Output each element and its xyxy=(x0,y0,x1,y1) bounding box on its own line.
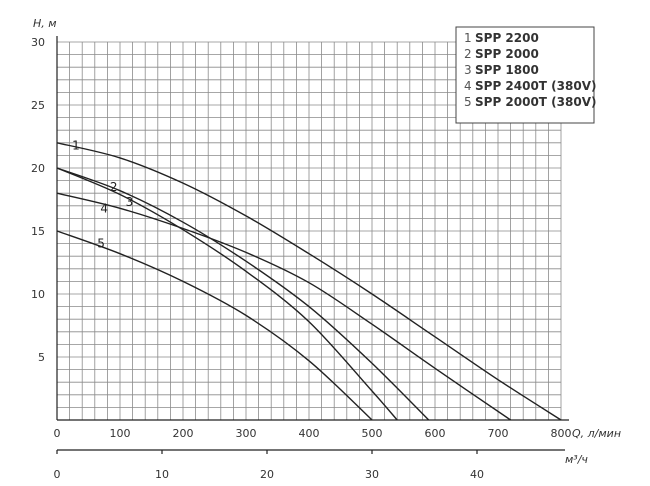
x-tick-label: 200 xyxy=(173,427,194,440)
legend-label-2: SPP 2000 xyxy=(475,47,539,61)
legend-num-4: 4 xyxy=(464,79,472,93)
x-tick-label: 0 xyxy=(54,427,61,440)
legend-num-2: 2 xyxy=(464,47,472,61)
x-tick-label: 300 xyxy=(236,427,257,440)
curve-5 xyxy=(56,230,373,421)
legend-num-3: 3 xyxy=(464,63,472,77)
curve-label-2: 2 xyxy=(110,180,118,194)
curve-4 xyxy=(56,192,511,421)
y-tick-label: 25 xyxy=(31,99,45,112)
x-tick-label: 600 xyxy=(425,427,446,440)
x-tick-label: 500 xyxy=(362,427,383,440)
x2-tick-label: 20 xyxy=(260,468,274,481)
x2-tick-label: 30 xyxy=(365,468,379,481)
legend-num-1: 1 xyxy=(464,31,472,45)
legend-label-3: SPP 1800 xyxy=(475,63,539,77)
x2-tick-label: 10 xyxy=(155,468,169,481)
curve-label-5: 5 xyxy=(97,237,105,251)
grid xyxy=(56,41,562,421)
y-tick-label: 30 xyxy=(31,36,45,49)
legend-label-5: SPP 2000T (380V) xyxy=(475,95,596,109)
y-tick-label: 10 xyxy=(31,288,45,301)
y-tick-label: 20 xyxy=(31,162,45,175)
legend-num-5: 5 xyxy=(464,95,472,109)
curve-1 xyxy=(56,142,562,421)
x2-tick-label: 40 xyxy=(470,468,484,481)
x-tick-label: 100 xyxy=(110,427,131,440)
legend-box xyxy=(455,26,595,124)
legend-label-1: SPP 2200 xyxy=(475,31,539,45)
x-tick-label: 800 xyxy=(551,427,572,440)
y-axis-title: H, м xyxy=(33,17,57,30)
axes xyxy=(56,36,569,451)
x-tick-label: 700 xyxy=(488,427,509,440)
curve-label-3: 3 xyxy=(126,195,134,209)
curve-2 xyxy=(56,167,398,421)
y-tick-label: 15 xyxy=(31,225,45,238)
x-tick-label: 400 xyxy=(299,427,320,440)
x2-tick-label: 0 xyxy=(54,468,61,481)
x-axis-title: Q, л/мин xyxy=(572,427,621,440)
x2-axis-title: м³/ч xyxy=(565,453,588,466)
curve-label-4: 4 xyxy=(100,201,108,215)
legend-label-4: SPP 2400T (380V) xyxy=(475,79,596,93)
y-tick-label: 5 xyxy=(38,351,45,364)
legend: 1 SPP 2200 2 SPP 2000 3 SPP 1800 4 SPP 2… xyxy=(455,26,596,124)
curve-3 xyxy=(56,167,430,421)
curve-label-1: 1 xyxy=(72,138,80,152)
